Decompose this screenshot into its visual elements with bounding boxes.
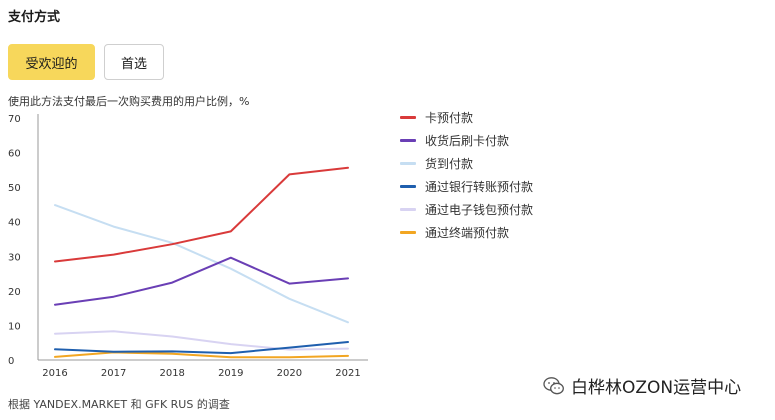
legend-swatch xyxy=(400,231,416,234)
x-tick-label: 2018 xyxy=(159,368,184,379)
series-line xyxy=(54,204,349,324)
tab-popular[interactable]: 受欢迎的 xyxy=(8,44,95,80)
y-tick-label: 40 xyxy=(8,218,21,229)
y-tick-label: 50 xyxy=(8,183,21,194)
x-tick-label: 2020 xyxy=(277,368,302,379)
y-tick-label: 0 xyxy=(8,356,14,367)
legend-swatch xyxy=(400,208,416,211)
chart-axes: 0 10 20 30 40 50 60 70 2016 2017 2018 2019 2020 2021 xyxy=(8,114,368,379)
y-tick-label: 60 xyxy=(8,149,21,160)
legend-item: 货到付款 xyxy=(400,152,533,175)
page-title: 支付方式 xyxy=(8,10,61,25)
legend-label: 货到付款 xyxy=(425,157,474,171)
chart-series xyxy=(54,166,349,359)
chart-legend: 卡预付款收货后刷卡付款 货到付款通过银行转账预付款 通过电子钱包预付款 通过终端预付款 xyxy=(400,106,533,244)
legend-label: 通过银行转账预付款 xyxy=(425,180,534,194)
x-tick-label: 2016 xyxy=(42,368,67,379)
legend-item: 通过银行转账预付款 xyxy=(400,175,533,198)
y-tick-label: 10 xyxy=(8,321,21,332)
watermark: 白桦林OZON运营中心 xyxy=(543,373,741,398)
tab-preferred[interactable]: 首选 xyxy=(104,44,164,80)
legend-swatch xyxy=(400,162,416,165)
series-line xyxy=(54,351,349,359)
legend-swatch xyxy=(400,116,416,119)
legend-item: 通过终端预付款 xyxy=(400,221,533,244)
source-note: 根据 YANDEX.MARKET 和 GFK RUS 的调查 xyxy=(8,398,230,411)
legend-label: 卡预付款 xyxy=(425,111,474,125)
legend-label: 收货后刷卡付款 xyxy=(425,134,510,148)
series-line xyxy=(54,166,349,263)
legend-swatch xyxy=(400,185,416,188)
chart-title: 使用此方法支付最后一次购买费用的用户比例，% xyxy=(8,95,250,108)
legend-item: 通过电子钱包预付款 xyxy=(400,198,533,221)
watermark-text: 白桦林OZON运营中心 xyxy=(571,378,742,398)
x-tick-label: 2021 xyxy=(335,368,360,379)
legend-label: 通过电子钱包预付款 xyxy=(425,203,534,217)
wechat-icon xyxy=(543,376,564,394)
legend-swatch xyxy=(400,139,416,142)
series-line xyxy=(54,341,349,355)
x-tick-label: 2019 xyxy=(218,368,243,379)
line-chart: 0 10 20 30 40 50 60 70 2016 2017 2018 2019 2020 2021 xyxy=(8,114,368,379)
y-tick-label: 70 xyxy=(8,114,21,125)
y-tick-label: 20 xyxy=(8,287,21,298)
legend-label: 通过终端预付款 xyxy=(425,226,510,240)
legend-item: 卡预付款 xyxy=(400,106,533,129)
legend-item: 收货后刷卡付款 xyxy=(400,129,533,152)
y-tick-label: 30 xyxy=(8,252,21,263)
x-tick-label: 2017 xyxy=(101,368,126,379)
series-line xyxy=(54,256,349,306)
series-line xyxy=(54,330,349,351)
